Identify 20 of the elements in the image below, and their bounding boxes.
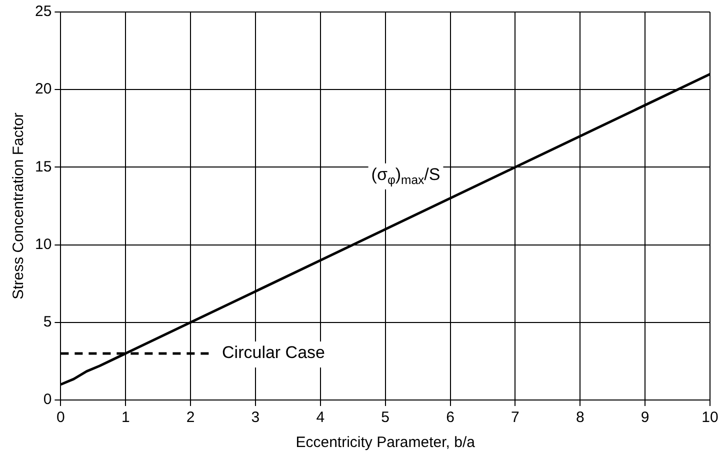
series-label: Circular Case <box>222 343 326 362</box>
x-tick-label: 2 <box>186 409 195 426</box>
x-tick-label: 7 <box>511 409 520 426</box>
y-tick-label: 5 <box>43 314 52 331</box>
y-tick-label: 25 <box>34 3 52 20</box>
x-tick-label: 5 <box>381 409 390 426</box>
y-axis-title: Stress Concentration Factor <box>10 112 28 300</box>
x-tick-label: 6 <box>446 409 454 426</box>
x-tick-label: 4 <box>316 409 325 426</box>
y-tick-label: 10 <box>34 236 52 253</box>
y-tick-label: 0 <box>43 391 52 408</box>
x-tick-label: 9 <box>640 409 650 426</box>
x-axis-title: Eccentricity Parameter, b/a <box>296 434 476 452</box>
y-tick-label: 15 <box>34 158 52 176</box>
x-tick-label: 0 <box>56 409 65 426</box>
y-tick-label: 20 <box>34 80 52 98</box>
x-tick-label: 1 <box>121 409 130 426</box>
x-tick-label: 8 <box>576 409 584 426</box>
x-tick-label: 3 <box>251 409 260 426</box>
x-tick-label: 10 <box>702 409 718 426</box>
